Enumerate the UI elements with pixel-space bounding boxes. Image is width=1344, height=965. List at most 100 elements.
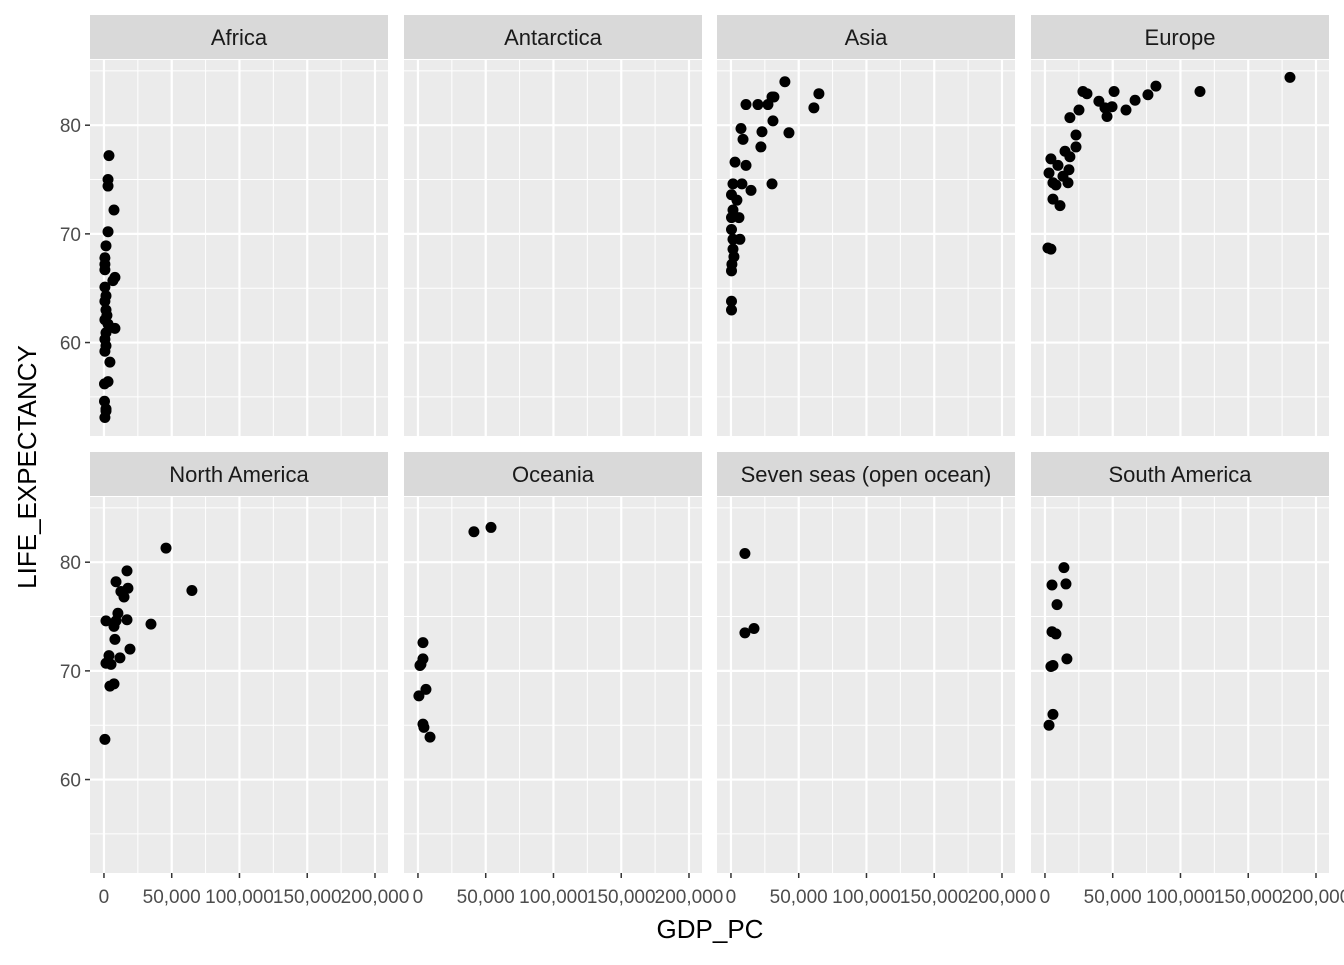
data-point	[103, 150, 115, 162]
data-point	[733, 212, 745, 224]
data-point	[118, 591, 130, 603]
data-point	[1045, 153, 1057, 165]
data-point	[1050, 628, 1062, 640]
facet-strip-label: Asia	[845, 25, 889, 50]
x-tick-label: 200,000	[341, 887, 410, 908]
y-tick-label: 60	[60, 771, 81, 792]
data-point	[779, 76, 791, 88]
data-point	[413, 690, 425, 702]
data-point	[1054, 200, 1066, 212]
x-tick-label: 200,000	[968, 887, 1037, 908]
data-point	[755, 141, 767, 153]
data-point	[1101, 111, 1113, 123]
data-point	[735, 122, 747, 134]
data-point	[726, 304, 738, 316]
data-point	[105, 658, 117, 670]
data-point	[109, 633, 121, 645]
data-point	[1081, 88, 1093, 100]
data-point	[1051, 599, 1063, 611]
data-point	[418, 721, 430, 733]
data-point	[102, 226, 114, 238]
data-point	[752, 99, 764, 111]
data-point	[99, 264, 111, 276]
data-point	[768, 91, 780, 103]
data-point	[1043, 167, 1055, 179]
data-point	[1073, 104, 1085, 116]
data-point	[99, 733, 111, 745]
x-tick-label: 0	[99, 887, 110, 908]
x-tick-label: 100,000	[519, 887, 588, 908]
facet-panel: Europe	[1031, 15, 1329, 436]
data-point	[110, 576, 122, 588]
data-point	[1047, 659, 1059, 671]
x-tick-label: 100,000	[832, 887, 901, 908]
data-point	[99, 295, 111, 307]
data-point	[1064, 151, 1076, 163]
data-point	[1061, 653, 1073, 665]
facet-strip	[1031, 15, 1329, 59]
data-point	[145, 618, 157, 630]
x-tick-label: 0	[413, 887, 424, 908]
data-point	[1070, 141, 1082, 153]
x-tick-label: 50,000	[1084, 887, 1142, 908]
data-point	[734, 233, 746, 245]
data-point	[121, 614, 133, 626]
y-axis-title: LIFE_EXPECTANCY	[12, 345, 42, 589]
facet-panel: South America 0 50,000 100,000 150,000 200,00…	[1031, 452, 1344, 908]
facet-strip-label: North America	[169, 462, 309, 487]
x-tick-label: 0	[1040, 887, 1051, 908]
data-point	[1046, 579, 1058, 591]
facet-strip	[404, 15, 702, 59]
data-point	[100, 615, 112, 627]
data-point	[1064, 112, 1076, 124]
data-point	[1058, 562, 1070, 574]
data-point	[1060, 578, 1072, 590]
y-tick-label: 80	[60, 553, 81, 574]
data-point	[102, 180, 114, 192]
data-point	[114, 652, 126, 664]
data-point	[737, 133, 749, 145]
facet-panel: Seven seas (open ocean) 0 50,000 100,000 150…	[717, 452, 1036, 908]
facet-panel: North America 60 70 80 0 50,000 100,000 150,000…	[60, 452, 409, 908]
x-axis-title: GDP_PC	[657, 914, 764, 944]
facet-strip-label: Oceania	[512, 462, 595, 487]
data-point	[1108, 86, 1120, 98]
data-point	[104, 356, 116, 368]
data-point	[1052, 159, 1064, 171]
data-point	[1106, 101, 1118, 113]
x-tick-label: 100,000	[205, 887, 274, 908]
x-tick-label: 50,000	[770, 887, 828, 908]
x-tick-label: 150,000	[900, 887, 969, 908]
data-point	[99, 281, 111, 293]
data-point	[739, 627, 751, 639]
data-point	[1045, 243, 1057, 255]
data-point	[99, 345, 111, 357]
y-tick-label: 80	[60, 116, 81, 137]
data-point	[1062, 177, 1074, 189]
facet-strip	[717, 15, 1015, 59]
x-tick-label: 150,000	[1214, 887, 1283, 908]
data-point	[108, 620, 120, 632]
data-point	[1043, 719, 1055, 731]
data-point	[468, 526, 480, 538]
facet-strip	[1031, 452, 1329, 496]
data-point	[102, 376, 114, 388]
facet-panel: Africa 60 70 80	[60, 15, 388, 436]
data-point	[731, 194, 743, 206]
facet-panel: Antarctica	[404, 15, 702, 436]
data-point	[767, 115, 779, 127]
data-point	[107, 275, 119, 287]
facet-strip-label: Antarctica	[504, 25, 603, 50]
data-point	[424, 731, 436, 743]
data-point	[1142, 89, 1154, 101]
data-point	[1120, 104, 1132, 116]
x-tick-label: 100,000	[1146, 887, 1215, 908]
data-point	[108, 204, 120, 216]
facet-strip-label: Seven seas (open ocean)	[741, 462, 992, 487]
data-point	[186, 584, 198, 596]
x-tick-label: 150,000	[587, 887, 656, 908]
data-point	[756, 126, 768, 138]
data-point	[813, 88, 825, 100]
data-point	[420, 683, 432, 695]
